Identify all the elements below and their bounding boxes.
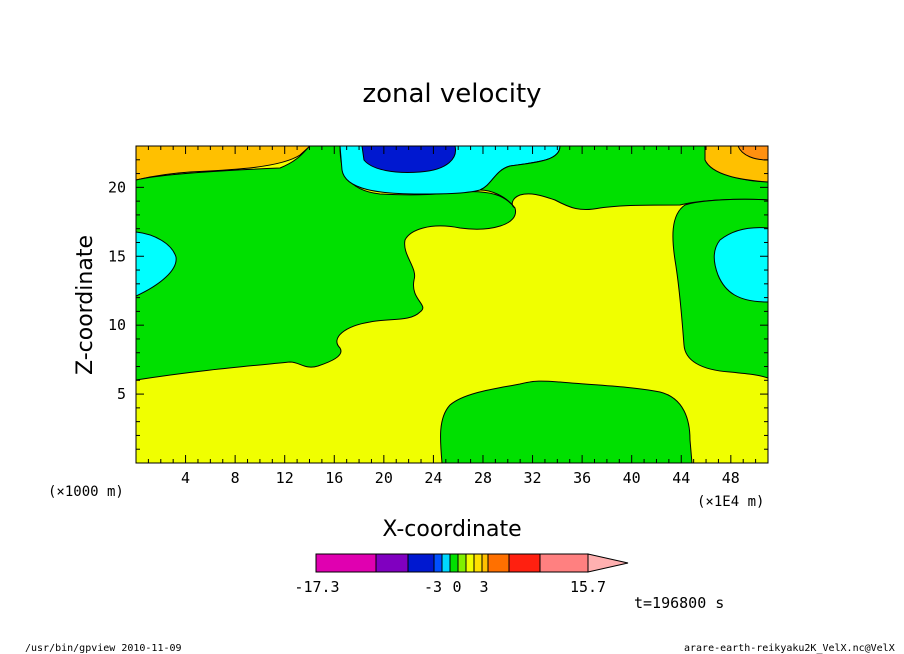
colorbar-segment	[441, 553, 451, 573]
x-tick-label: 44	[672, 469, 690, 487]
colorbar: -17.3 -3 0 3 15.7	[294, 553, 629, 596]
colorbar-segment	[315, 553, 377, 573]
x-tick-label: 16	[325, 469, 343, 487]
chart-title: zonal velocity	[362, 79, 541, 109]
x-tick-label: 48	[722, 469, 740, 487]
region-green-lower	[439, 380, 693, 463]
colorbar-segment	[433, 553, 443, 573]
x-tick-label: 28	[474, 469, 492, 487]
x-tick-label: 4	[181, 469, 190, 487]
y-axis: 5 10 15 20	[108, 159, 768, 450]
y-axis-label: Z-coordinate	[73, 235, 98, 375]
x-tick-label: 12	[276, 469, 294, 487]
colorbar-arrow	[587, 553, 629, 573]
colorbar-segment	[465, 553, 475, 573]
colorbar-segment	[473, 553, 483, 573]
region-cyan-right	[713, 227, 768, 303]
colorbar-label: 3	[479, 578, 488, 596]
footer-left: /usr/bin/gpview 2010-11-09	[25, 643, 182, 654]
x-tick-label: 24	[424, 469, 442, 487]
region-cyan-left	[136, 231, 177, 297]
colorbar-segment	[508, 553, 541, 573]
region-blue-topcenter	[361, 146, 457, 173]
plot-area	[135, 145, 769, 464]
footer-right: arare-earth-reikyaku2K_VelX.nc@VelX	[684, 643, 895, 654]
x-tick-label: 36	[573, 469, 591, 487]
x-axis: 4 8 12 16 20 24 28 32 36 40 44 48	[147, 146, 757, 487]
plot-frame	[135, 145, 769, 464]
y-tick-label: 20	[108, 178, 126, 196]
region-green-upper	[136, 146, 516, 381]
colorbar-label: 0	[452, 578, 461, 596]
y-tick-label: 15	[108, 247, 126, 265]
colorbar-label: 15.7	[570, 578, 606, 596]
colorbar-segment	[449, 553, 459, 573]
colorbar-segment	[487, 553, 510, 573]
colorbar-segment	[481, 553, 489, 573]
y-tick-label: 10	[108, 316, 126, 334]
colorbar-segment	[539, 553, 589, 573]
colorbar-segment	[457, 553, 467, 573]
colorbar-segment	[375, 553, 409, 573]
y-tick-label: 5	[117, 385, 126, 403]
colorbar-segment	[407, 553, 435, 573]
x-tick-label: 40	[623, 469, 641, 487]
x-tick-label: 20	[375, 469, 393, 487]
x-axis-label: X-coordinate	[382, 517, 521, 542]
time-label: t=196800 s	[634, 594, 724, 612]
x-tick-label: 32	[524, 469, 542, 487]
x-unit-right: (×1E4 m)	[697, 494, 764, 510]
x-unit-left: (×1000 m)	[48, 484, 124, 500]
colorbar-label: -17.3	[294, 578, 339, 596]
region-darkorange-topright	[737, 146, 768, 161]
colorbar-label: -3	[424, 578, 442, 596]
x-tick-label: 8	[231, 469, 240, 487]
